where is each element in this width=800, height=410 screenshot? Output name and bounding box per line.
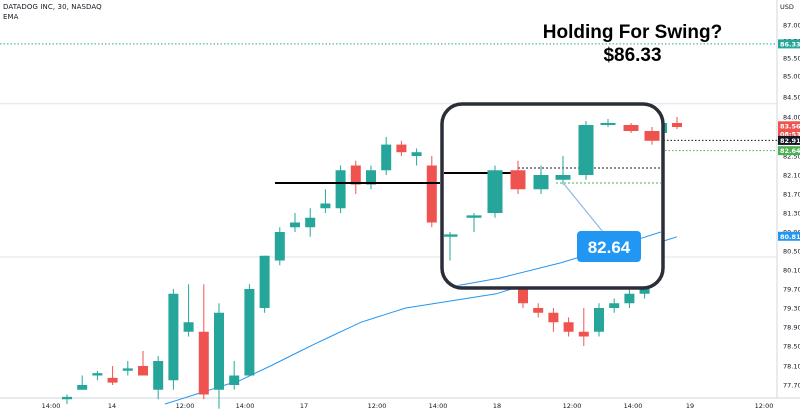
target-price-tag-label: 86.33	[780, 40, 800, 48]
candle-up	[444, 234, 458, 237]
callout-value-badge	[577, 231, 641, 262]
time-tick-label: 12:00	[368, 402, 387, 410]
candle-down	[350, 165, 361, 185]
time-tick-label: 19	[686, 402, 694, 410]
last-price-tag-label: 82.91	[780, 137, 800, 145]
current-price-countdown: 08:53	[780, 130, 800, 138]
currency-label: USD	[780, 3, 794, 11]
candle-down	[396, 144, 407, 153]
candle-up	[624, 293, 635, 304]
time-tick-label: 12:00	[755, 402, 774, 410]
candle-up	[335, 170, 346, 209]
time-tick-label: 14:00	[624, 402, 643, 410]
candle-up	[62, 396, 72, 400]
callout-pointer	[563, 183, 604, 233]
price-tick-label: 84.00	[783, 114, 800, 122]
candle-down	[578, 331, 589, 337]
price-axis[interactable]: USD87.0086.5085.5085.0084.5084.0083.0082…	[778, 3, 800, 390]
price-tick-label: 81.30	[783, 210, 800, 218]
candle-up	[244, 289, 255, 376]
candle-up	[229, 375, 240, 385]
current-price-tag-label: 83.56	[780, 122, 800, 130]
candle-up	[290, 222, 300, 228]
candle-down	[533, 308, 544, 313]
candle-up	[320, 203, 331, 209]
candle-down	[672, 123, 682, 127]
candle-up	[594, 308, 604, 332]
price-tick-label: 78.10	[783, 363, 800, 371]
callout-value-text: 82.64	[588, 238, 631, 257]
annotation-price: $86.33	[603, 45, 662, 66]
candle-up	[305, 217, 316, 228]
price-tick-label: 80.50	[783, 248, 800, 256]
price-tick-label: 85.00	[783, 73, 800, 81]
candle-up	[609, 303, 620, 308]
price-tick-label: 79.70	[783, 286, 800, 294]
time-tick-label: 14:00	[429, 402, 448, 410]
candle-down	[548, 312, 559, 323]
candle-up	[466, 215, 482, 218]
candle-down	[563, 322, 574, 332]
candle-down	[107, 377, 118, 383]
time-axis[interactable]: 14:00 14 12:00 14:00 17 12:00 14:00 18 12:00 14:0…	[42, 402, 774, 410]
candle-up	[183, 322, 194, 332]
price-tick-label: 82.50	[783, 153, 800, 161]
price-tick-label: 82.10	[783, 172, 800, 180]
callout-zoom-content: 82.64	[444, 119, 661, 286]
candle-up	[366, 170, 376, 185]
candle-down	[644, 131, 660, 141]
candle-down	[510, 170, 526, 190]
price-tick-label: 84.50	[783, 94, 800, 102]
annotation-question: Holding For Swing?	[542, 22, 723, 43]
candle-up	[259, 255, 270, 308]
time-tick-label: 14	[108, 402, 116, 410]
price-tick-label: 79.30	[783, 305, 800, 313]
candle-up	[214, 312, 224, 390]
candle-up	[168, 293, 179, 381]
indicator-label: EMA	[3, 13, 19, 21]
zoom-callout: 82.64	[440, 102, 665, 290]
candle-up	[555, 175, 571, 180]
candle-up	[578, 125, 594, 175]
time-tick-label: 14:00	[236, 402, 255, 410]
candle-up	[274, 232, 285, 261]
candle-up	[77, 385, 88, 390]
current-price-tag	[778, 121, 800, 139]
price-tick-label: 78.50	[783, 343, 800, 351]
ema-price-tag	[778, 231, 800, 241]
price-tick-label: 87.00	[783, 22, 800, 30]
candle-up	[411, 152, 422, 156]
candle-up	[381, 144, 392, 171]
candle-up	[487, 170, 503, 213]
candle-up	[122, 368, 133, 371]
last-price-tag	[778, 135, 800, 145]
candle-down	[518, 279, 528, 304]
candle-up	[533, 175, 549, 190]
support-price-tag-label: 82.64	[780, 147, 800, 155]
price-tick-label: 80.10	[783, 267, 800, 275]
time-tick-label: 17	[300, 402, 308, 410]
candle-down	[198, 331, 209, 395]
candle-up	[600, 123, 616, 125]
candle-down	[623, 125, 639, 131]
price-tick-label: 78.90	[783, 324, 800, 332]
target-price-tag	[778, 39, 800, 49]
time-tick-label: 12:00	[176, 402, 195, 410]
candle-up	[92, 373, 103, 376]
price-tick-label: 85.50	[783, 55, 800, 63]
price-tick-label: 81.70	[783, 191, 800, 199]
time-tick-label: 14:00	[42, 402, 61, 410]
candle-up	[153, 361, 164, 390]
candle-down	[426, 165, 437, 223]
symbol-title: DATADOG INC, 30, NASDAQ	[3, 3, 102, 11]
support-price-tag	[778, 146, 800, 156]
ema-price-tag-label: 80.81	[780, 233, 800, 241]
time-tick-label: 18	[493, 402, 501, 410]
price-tick-label: 77.70	[783, 382, 800, 390]
time-tick-label: 12:00	[563, 402, 582, 410]
candle-down	[138, 366, 148, 376]
